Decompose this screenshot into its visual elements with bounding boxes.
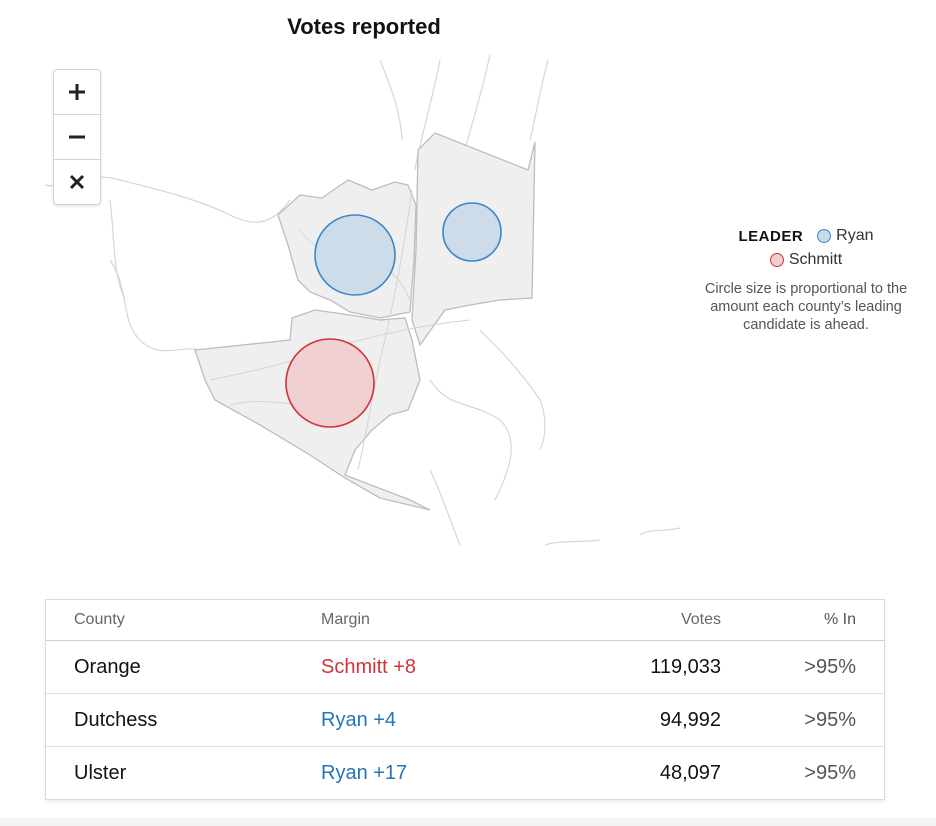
legend-dot-ryan xyxy=(817,229,832,243)
zoom-in-button[interactable] xyxy=(54,70,100,115)
map-canvas xyxy=(44,54,681,546)
close-icon xyxy=(69,174,85,190)
table-row: Orange Schmitt +8 119,033 >95% xyxy=(46,641,884,694)
margin-value: Ryan +17 xyxy=(321,761,408,784)
map-legend: LEADER Ryan Schmitt Circle size is propo… xyxy=(690,224,922,334)
legend-dot-schmitt xyxy=(769,253,784,267)
legend-label-schmitt: Schmitt xyxy=(788,251,843,268)
table-header-row: County Margin Votes % In xyxy=(46,600,884,641)
column-header-margin: Margin xyxy=(321,611,370,628)
column-header-pct-in: % In xyxy=(823,611,856,628)
page-title: Votes reported xyxy=(287,14,441,39)
county-name: Orange xyxy=(74,655,141,678)
pct-in-value: >95% xyxy=(804,761,856,784)
plus-icon xyxy=(69,84,85,100)
votes-value: 94,992 xyxy=(659,708,721,731)
circle-dutchess-ryan[interactable] xyxy=(442,202,502,262)
circle-ulster-ryan[interactable] xyxy=(314,214,396,296)
page-bottom-edge xyxy=(0,818,936,826)
county-name: Ulster xyxy=(74,761,127,784)
legend-note: Circle size is proportional to the amoun… xyxy=(704,281,908,333)
column-header-county: County xyxy=(74,611,125,628)
pct-in-value: >95% xyxy=(804,708,856,731)
legend-label-ryan: Ryan xyxy=(836,227,874,244)
minus-icon xyxy=(69,135,85,139)
table-row: Dutchess Ryan +4 94,992 >95% xyxy=(46,694,884,747)
margin-value: Schmitt +8 xyxy=(321,655,417,678)
pct-in-value: >95% xyxy=(804,655,856,678)
margin-value: Ryan +4 xyxy=(321,708,397,731)
reset-zoom-button[interactable] xyxy=(54,160,100,204)
votes-value: 48,097 xyxy=(659,761,721,784)
legend-item-ryan: Ryan xyxy=(817,227,874,245)
zoom-controls xyxy=(53,69,101,205)
circle-orange-schmitt[interactable] xyxy=(285,338,375,428)
legend-heading: LEADER xyxy=(738,227,804,245)
table-row: Ulster Ryan +17 48,097 >95% xyxy=(46,747,884,799)
column-header-votes: Votes xyxy=(680,611,721,628)
county-name: Dutchess xyxy=(74,708,158,731)
votes-value: 119,033 xyxy=(650,655,721,678)
legend-item-schmitt: Schmitt xyxy=(769,251,843,269)
county-map[interactable] xyxy=(0,50,700,550)
background-lines xyxy=(44,54,681,546)
results-table: County Margin Votes % In Orange Schmitt … xyxy=(45,599,885,800)
zoom-out-button[interactable] xyxy=(54,115,100,160)
